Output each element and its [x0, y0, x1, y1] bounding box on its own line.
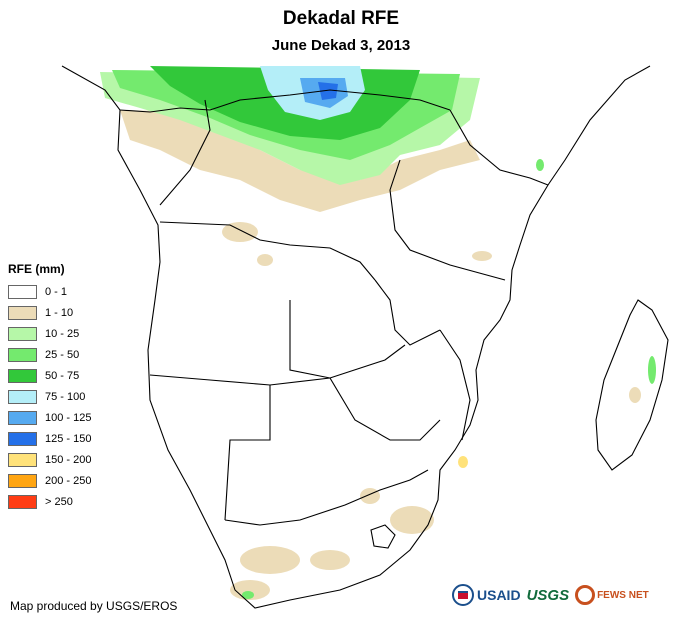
usaid-seal-icon: [452, 584, 474, 606]
fews-net-logo-text: FEWS NET: [597, 589, 649, 601]
legend-swatch: [8, 305, 37, 320]
legend-swatch: [8, 389, 37, 404]
map-subtitle: June Dekad 3, 2013: [271, 37, 411, 54]
usgs-logo: USGS: [527, 587, 570, 604]
legend-item: 75 - 100: [8, 386, 91, 407]
legend-swatch: [8, 284, 37, 299]
legend-label: 10 - 25: [45, 327, 80, 340]
legend-item: 150 - 200: [8, 449, 91, 470]
legend-swatch: [8, 473, 37, 488]
legend-label: 0 - 1: [45, 285, 68, 298]
legend-swatch: [8, 347, 37, 362]
legend-items: 0 - 1 1 - 10 10 - 25 25 - 50 50 - 75 75 - 100…: [8, 281, 91, 512]
legend-label: 150 - 200: [45, 453, 92, 466]
legend-label: 100 - 125: [45, 411, 92, 424]
usgs-logo-text: USGS: [526, 586, 570, 604]
legend-swatch: [8, 452, 37, 467]
legend-label: 1 - 10: [45, 306, 74, 319]
logo-strip: USAID USGS FEWS NET: [452, 584, 649, 606]
legend-swatch: [8, 326, 37, 341]
fews-net-emblem-icon: [575, 585, 596, 605]
rainfall-bands: [100, 66, 656, 600]
legend-label: 125 - 150: [45, 432, 92, 445]
legend-title: RFE (mm): [8, 262, 65, 276]
legend-item: 25 - 50: [8, 344, 91, 365]
legend-item: 200 - 250: [8, 470, 91, 491]
legend-label: 25 - 50: [45, 348, 80, 361]
legend-item: > 250: [8, 491, 91, 512]
legend: RFE (mm) 0 - 1 1 - 10 10 - 25 25 - 50 50 - 7…: [8, 262, 91, 512]
usaid-logo: USAID: [452, 584, 521, 606]
legend-swatch: [8, 368, 37, 383]
legend-label: > 250: [45, 495, 73, 508]
usaid-logo-text: USAID: [477, 587, 521, 603]
map-title: Dekadal RFE: [282, 8, 400, 29]
continent-outline: [61, 65, 669, 609]
legend-item: 100 - 125: [8, 407, 91, 428]
legend-swatch: [8, 431, 37, 446]
legend-item: 0 - 1: [8, 281, 91, 302]
legend-item: 50 - 75: [8, 365, 91, 386]
legend-swatch: [8, 494, 37, 509]
legend-swatch: [8, 410, 37, 425]
legend-item: 10 - 25: [8, 323, 91, 344]
fews-net-logo: FEWS NET: [575, 585, 649, 605]
legend-label: 75 - 100: [45, 390, 86, 403]
legend-label: 200 - 250: [45, 474, 92, 487]
legend-item: 1 - 10: [8, 302, 91, 323]
credit-text: Map produced by USGS/EROS: [10, 599, 178, 613]
legend-label: 50 - 75: [45, 369, 80, 382]
legend-item: 125 - 150: [8, 428, 91, 449]
